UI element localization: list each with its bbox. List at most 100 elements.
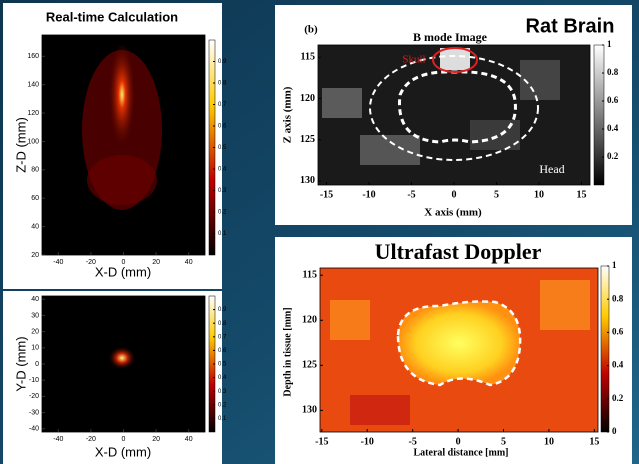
colorbar-tick-label: 0.6 — [607, 95, 619, 105]
colorbar-tick-label: 0.5 — [218, 362, 227, 368]
y-tick-label: 140 — [27, 82, 39, 89]
y-tick-label: 115 — [303, 270, 317, 281]
y-axis-label: Z-D (mm) — [13, 117, 28, 173]
x-tick-label: -40 — [53, 436, 63, 443]
colorbar-tick-label: 1 — [612, 260, 617, 270]
heatmap-glow — [87, 155, 157, 205]
panel-subtitle: B mode Image — [413, 30, 488, 44]
heatmap-patch — [440, 48, 470, 70]
colorbar-tick-label: 0.9 — [218, 307, 227, 313]
y-tick-label: 60 — [31, 195, 39, 202]
y-tick-label: 115 — [301, 52, 315, 63]
x-axis-label: Lateral distance [mm] — [414, 447, 509, 458]
heatmap-patch — [540, 280, 590, 330]
page: -40-2002040204060801001201401600.10.20.3… — [0, 0, 639, 464]
x-tick-label: 20 — [152, 436, 160, 443]
heatmap-patch — [330, 300, 370, 340]
annotation: Head — [539, 162, 564, 176]
y-tick-label: 125 — [300, 134, 315, 145]
colorbar-tick-label: 0.7 — [218, 334, 227, 340]
colorbar-tick-label: 0.8 — [612, 293, 624, 303]
y-tick-label: 20 — [31, 328, 39, 335]
x-tick-label: 10 — [534, 189, 544, 200]
x-tick-label: 0 — [456, 436, 461, 447]
heatmap-patch — [360, 135, 420, 165]
y-axis-label: Z axis (mm) — [282, 86, 294, 143]
x-axis-label: X axis (mm) — [424, 207, 482, 219]
x-tick-label: -5 — [407, 189, 415, 200]
colorbar-tick-label: 0.4 — [612, 360, 624, 370]
colorbar-tick-label: 0.8 — [607, 67, 619, 77]
y-axis-label: Depth in tissue [mm] — [282, 307, 293, 396]
y-tick-label: 40 — [31, 296, 39, 303]
y-tick-label: 160 — [27, 53, 39, 60]
colorbar-tick-label: 0.4 — [218, 375, 227, 381]
colorbar-tick-label: 0.8 — [218, 81, 227, 87]
y-tick-label: 0 — [35, 361, 39, 368]
y-tick-label: -40 — [29, 426, 39, 433]
y-tick-label: 100 — [27, 138, 39, 145]
y-tick-label: 80 — [31, 167, 39, 174]
heatmap-glow — [108, 346, 136, 370]
outline — [398, 302, 520, 386]
colorbar-tick-label: 0.4 — [607, 123, 619, 133]
x-tick-label: -5 — [408, 436, 416, 447]
x-tick-label: 40 — [185, 259, 193, 266]
y-tick-label: 120 — [300, 93, 315, 104]
colorbar-tick-label: 0.1 — [218, 416, 227, 422]
colorbar — [601, 266, 609, 432]
y-tick-label: -20 — [29, 393, 39, 400]
x-tick-label: -15 — [315, 436, 328, 447]
panel-title: Rat Brain — [526, 15, 615, 37]
y-tick-label: 130 — [302, 405, 317, 416]
colorbar-tick-label: 0.6 — [612, 326, 624, 336]
y-tick-label: 10 — [31, 345, 39, 352]
x-tick-label: -15 — [320, 189, 333, 200]
annotation: Skull — [402, 54, 425, 66]
colorbar-tick-label: 0.3 — [218, 389, 227, 395]
y-axis-label: Y-D (mm) — [13, 336, 28, 391]
x-tick-label: 0 — [122, 436, 126, 443]
y-tick-label: 125 — [302, 360, 317, 371]
colorbar-tick-label: 0.1 — [218, 231, 227, 237]
colorbar-tick-label: 1 — [607, 39, 612, 49]
y-tick-label: 120 — [27, 110, 39, 117]
colorbar-tick-label: 0 — [612, 426, 617, 436]
x-tick-label: 0 — [452, 189, 457, 200]
colorbar-tick-label: 0.6 — [218, 124, 227, 130]
colorbar-tick-label: 0.6 — [218, 348, 227, 354]
heatmap-patch — [350, 395, 410, 425]
colorbar-tick-label: 0.2 — [612, 393, 624, 403]
y-tick-label: 130 — [300, 175, 315, 186]
colorbar-tick-label: 0.8 — [218, 321, 227, 327]
heatmap-glow — [108, 45, 136, 155]
colorbar-tick-label: 0.9 — [218, 59, 227, 65]
x-tick-label: -10 — [362, 189, 375, 200]
x-tick-label: 5 — [501, 436, 506, 447]
annotation: (b) — [304, 24, 318, 36]
colorbar-tick-label: 0.2 — [607, 151, 619, 161]
y-tick-label: 20 — [31, 252, 39, 259]
colorbar-tick-label: 0.5 — [218, 145, 227, 151]
colorbar-tick-label: 0.2 — [218, 210, 227, 216]
colorbar — [594, 45, 604, 185]
colorbar-tick-label: 0.2 — [218, 402, 227, 408]
y-tick-label: 40 — [31, 223, 39, 230]
x-tick-label: 10 — [544, 436, 554, 447]
slide: -40-2002040204060801001201401600.10.20.3… — [0, 0, 639, 464]
x-tick-label: -10 — [361, 436, 374, 447]
y-tick-label: 120 — [302, 315, 317, 326]
x-tick-label: 15 — [577, 189, 587, 200]
x-tick-label: 20 — [152, 259, 160, 266]
x-axis-label: X-D (mm) — [95, 264, 151, 279]
y-tick-label: -30 — [29, 409, 39, 416]
x-tick-label: 5 — [494, 189, 499, 200]
x-tick-label: 15 — [589, 436, 599, 447]
x-tick-label: -40 — [53, 259, 63, 266]
heatmap-patch — [322, 88, 362, 118]
colorbar-tick-label: 0.7 — [218, 102, 227, 108]
colorbar-tick-label: 0.3 — [218, 188, 227, 194]
x-axis-label: X-D (mm) — [95, 444, 151, 459]
y-tick-label: -10 — [29, 377, 39, 384]
y-tick-label: 30 — [31, 312, 39, 319]
